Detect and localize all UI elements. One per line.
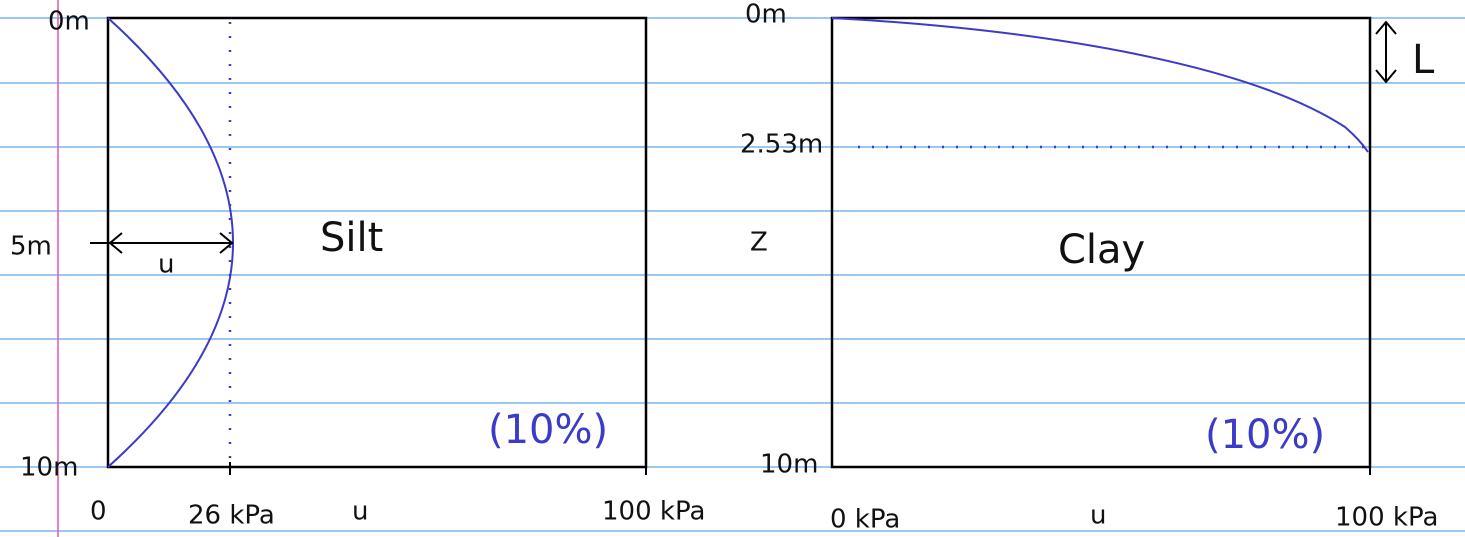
- x-label: 0: [90, 497, 107, 527]
- depth-bottom: 10m: [760, 450, 818, 480]
- pressure-curve: [832, 18, 1368, 152]
- x-label: 26 kPa: [188, 501, 275, 531]
- percent-label: (10%): [1205, 412, 1325, 458]
- x-label: 100 kPa: [602, 497, 705, 527]
- depth-marker: 2.53m: [740, 130, 823, 160]
- depth-top: 0m: [745, 0, 787, 30]
- clay-panel: 0m 2.53m Z 10m Clay (10%) 0 kPa u 100 kP…: [740, 0, 1438, 535]
- x-axis-label: u: [1090, 501, 1106, 531]
- note-page: 0m 5m 10m Silt u (10%) 0 26 kPa u 100 kP…: [0, 0, 1465, 537]
- material-label: Clay: [1058, 227, 1145, 273]
- x-label: 100 kPa: [1335, 503, 1438, 533]
- x-label: 0 kPa: [830, 505, 900, 535]
- percent-label: (10%): [488, 407, 608, 453]
- depth-bottom: 10m: [20, 453, 78, 483]
- depth-top: 0m: [48, 7, 90, 37]
- material-label: Silt: [320, 215, 383, 261]
- arrow-label: u: [158, 250, 174, 280]
- depth-axis-label: Z: [750, 228, 768, 258]
- x-axis-label: u: [352, 497, 368, 527]
- depth-mid: 5m: [10, 232, 52, 262]
- silt-panel: 0m 5m 10m Silt u (10%) 0 26 kPa u 100 kP…: [10, 7, 705, 531]
- arrow-label: L: [1412, 37, 1435, 83]
